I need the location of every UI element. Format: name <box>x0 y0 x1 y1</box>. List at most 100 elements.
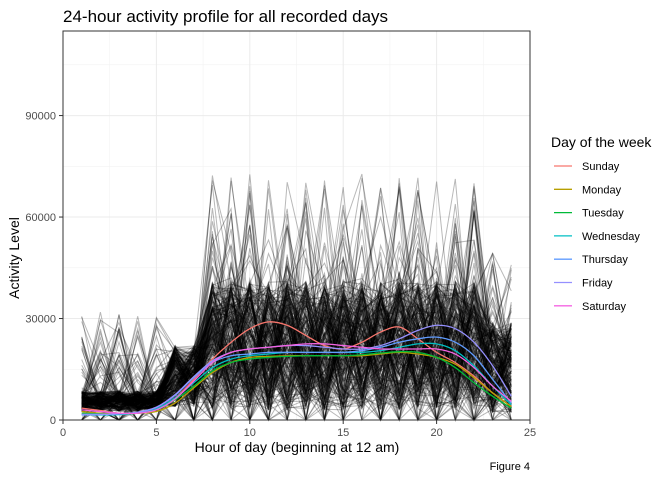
x-tick-label: 20 <box>430 427 442 439</box>
daily-line <box>81 190 512 413</box>
daily-line <box>81 283 512 422</box>
x-tick-label: 15 <box>337 427 349 439</box>
daily-line <box>81 180 512 422</box>
daily-line <box>81 309 512 421</box>
y-tick-label: 30000 <box>25 314 56 326</box>
daily-line <box>81 192 512 408</box>
daily-line <box>81 282 512 421</box>
daily-line <box>81 289 512 421</box>
daily-line <box>81 211 512 421</box>
daily-line <box>81 225 512 408</box>
daily-line <box>81 183 512 422</box>
daily-line <box>81 283 512 408</box>
daily-line <box>81 280 512 407</box>
daily-line <box>81 242 512 412</box>
daily-line <box>81 283 512 410</box>
daily-line <box>81 180 512 422</box>
daily-line <box>81 281 512 412</box>
daily-line <box>81 223 512 422</box>
daily-line <box>81 282 512 422</box>
daily-line <box>81 245 512 421</box>
daily-line <box>81 256 512 422</box>
daily-line <box>81 256 512 421</box>
daily-line <box>81 264 512 421</box>
daily-line <box>81 263 512 406</box>
daily-line <box>81 279 512 407</box>
daily-line <box>81 287 512 422</box>
daily-line <box>81 284 512 422</box>
daily-line <box>81 288 512 422</box>
daily-line <box>81 295 512 422</box>
daily-line <box>81 263 512 409</box>
daily-line <box>81 286 512 412</box>
legend-label-wednesday: Wednesday <box>582 231 640 243</box>
daily-line <box>81 215 512 402</box>
daily-line <box>81 312 512 421</box>
daily-line <box>81 293 512 410</box>
daily-line <box>81 208 512 421</box>
daily-line <box>81 279 512 421</box>
daily-line <box>81 217 512 421</box>
daily-line <box>81 285 512 421</box>
daily-line <box>81 286 512 411</box>
daily-line <box>81 209 512 421</box>
daily-line <box>81 202 512 421</box>
daily-line <box>81 267 512 421</box>
daily-line <box>81 207 512 422</box>
daily-line <box>81 277 512 406</box>
daily-line <box>81 200 512 408</box>
daily-line <box>81 269 512 411</box>
daily-line <box>81 186 512 408</box>
daily-line <box>81 175 512 422</box>
series-line-friday <box>81 324 512 415</box>
legend-label-saturday: Saturday <box>582 301 627 313</box>
daily-line <box>81 313 512 422</box>
daily-line <box>81 210 512 408</box>
daily-line <box>81 238 512 413</box>
daily-line <box>81 282 512 412</box>
daily-line <box>81 246 512 408</box>
daily-line <box>81 261 512 421</box>
x-tick-label: 0 <box>60 427 66 439</box>
daily-line <box>81 181 512 421</box>
daily-line <box>81 253 512 422</box>
daily-line <box>81 285 512 421</box>
x-axis-title: Hour of day (beginning at 12 am) <box>195 439 400 455</box>
daily-line <box>81 221 512 421</box>
daily-line <box>81 285 512 412</box>
daily-line <box>81 224 512 410</box>
daily-line <box>81 282 512 422</box>
daily-line <box>81 192 512 408</box>
daily-line <box>81 284 512 412</box>
daily-line <box>81 177 512 413</box>
daily-line <box>81 224 512 421</box>
daily-line <box>81 248 512 422</box>
daily-line <box>81 205 512 422</box>
daily-line <box>81 213 512 409</box>
daily-line <box>81 289 512 422</box>
legend-label-friday: Friday <box>582 278 613 290</box>
daily-line <box>81 230 512 421</box>
daily-line <box>81 234 512 410</box>
daily-line <box>81 200 512 412</box>
chart-title: 24-hour activity profile for all recorde… <box>63 7 388 26</box>
legend-title: Day of the week <box>551 134 652 150</box>
daily-line <box>81 280 512 422</box>
legend-label-thursday: Thursday <box>582 254 628 266</box>
daily-line <box>81 291 512 412</box>
daily-line <box>81 295 512 421</box>
daily-line <box>81 263 512 408</box>
daily-line <box>81 198 512 411</box>
daily-line <box>81 260 512 406</box>
daily-line <box>81 242 512 407</box>
daily-line <box>81 263 512 413</box>
daily-line <box>81 204 512 421</box>
daily-line <box>81 209 512 422</box>
daily-line <box>81 281 512 421</box>
x-tick-label: 10 <box>244 427 256 439</box>
daily-line <box>81 297 512 421</box>
daily-line <box>81 290 512 421</box>
daily-line <box>81 288 512 409</box>
daily-line <box>81 259 512 421</box>
